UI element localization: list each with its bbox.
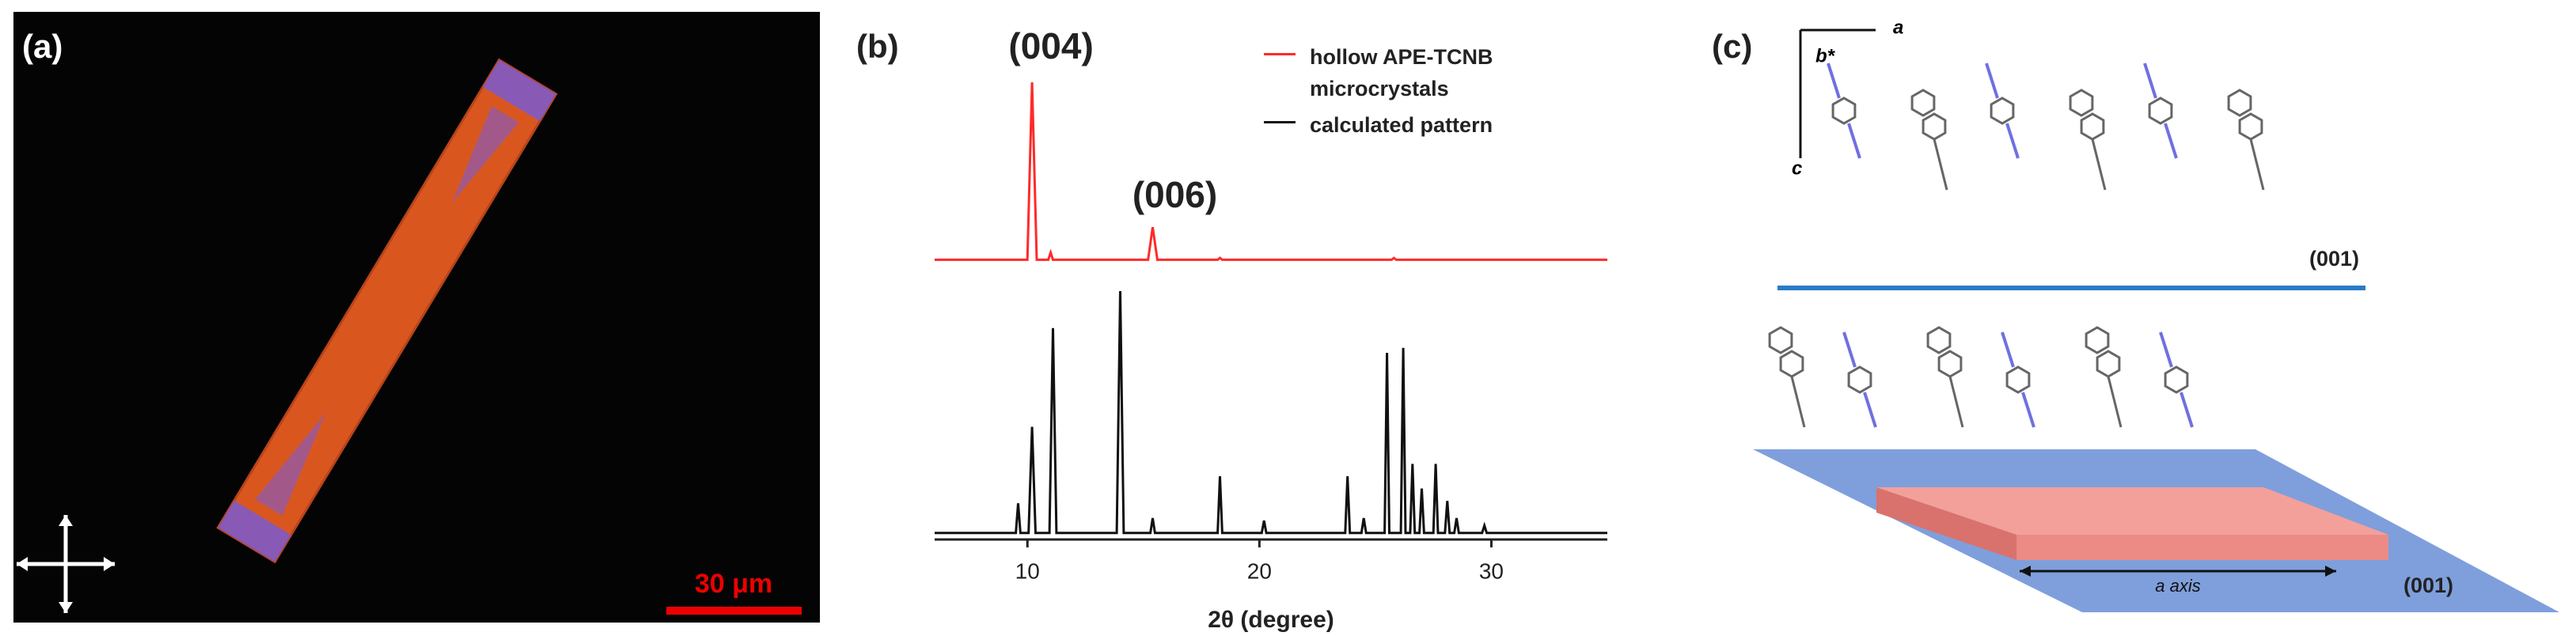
cyano — [2005, 123, 2020, 159]
molecule-bond — [1790, 376, 1806, 428]
panel-label: (c) — [1712, 28, 1752, 65]
molecule-bond — [2249, 138, 2265, 191]
legend-label: calculated pattern — [1310, 113, 1493, 137]
crosshair — [17, 515, 115, 613]
molecule — [2227, 89, 2263, 141]
data-line — [935, 81, 1607, 261]
molecule — [2005, 365, 2031, 394]
molecule — [2085, 326, 2121, 378]
molecule — [2069, 89, 2105, 141]
legend-swatch — [1264, 121, 1296, 123]
cyano — [1827, 62, 1841, 99]
molecule-bond — [1933, 138, 1948, 191]
peak-label: (004) — [1008, 25, 1093, 66]
panel-label: (a) — [22, 28, 63, 65]
peak-label: (006) — [1132, 174, 1217, 215]
axes-glyph — [1799, 28, 1876, 158]
x-axis-label: 2θ (degree) — [1208, 607, 1334, 633]
molecule-bond — [1948, 376, 1964, 428]
molecule — [1926, 326, 1963, 378]
molecules — [1768, 62, 2265, 428]
legend-entry: calculated pattern — [1264, 109, 1547, 141]
axis-label: b* — [1815, 45, 1836, 66]
crystal-side — [1876, 487, 2016, 560]
cyano — [2159, 331, 2173, 368]
cyano — [2001, 331, 2015, 368]
arrow-label: a axis — [2155, 576, 2200, 596]
x-tick-label: 20 — [1247, 558, 1272, 583]
molecule — [1847, 365, 1872, 394]
legend-entry: hollow APE-TCNB microcrystals — [1264, 41, 1547, 104]
molecule-bond — [2091, 138, 2107, 191]
axis-label: a — [1893, 17, 1903, 38]
crystal-front — [2016, 535, 2388, 560]
plane-label: (001) — [2309, 247, 2359, 271]
microrod — [216, 58, 558, 564]
cyano — [2164, 123, 2178, 159]
cyano — [1842, 331, 1857, 368]
molecule — [2148, 97, 2173, 125]
cyano — [2143, 62, 2157, 99]
x-tick-label: 10 — [1015, 558, 1040, 583]
cyano — [1985, 62, 1999, 99]
scale-bar-label: 30 μm — [695, 569, 772, 599]
legend-swatch — [1264, 53, 1296, 55]
axis-label: c — [1792, 157, 1802, 179]
legend: hollow APE-TCNB microcrystals calculated … — [1264, 41, 1547, 146]
cyano — [2021, 392, 2035, 428]
cyano — [2180, 392, 2194, 428]
cyano — [1863, 392, 1877, 428]
data-line — [935, 290, 1607, 535]
legend-label: hollow APE-TCNB microcrystals — [1310, 45, 1493, 100]
panel-label: (b) — [856, 28, 899, 65]
molecule — [1910, 89, 1947, 141]
molecule — [2164, 365, 2189, 394]
molecule — [1831, 97, 1857, 125]
molecule — [1990, 97, 2015, 125]
cyano — [1847, 123, 1861, 159]
x-tick-label: 30 — [1479, 558, 1504, 583]
molecule-bond — [2107, 376, 2123, 428]
crystal-top — [1876, 487, 2388, 535]
plane-label: (001) — [2403, 574, 2453, 597]
molecule — [1768, 326, 1804, 378]
